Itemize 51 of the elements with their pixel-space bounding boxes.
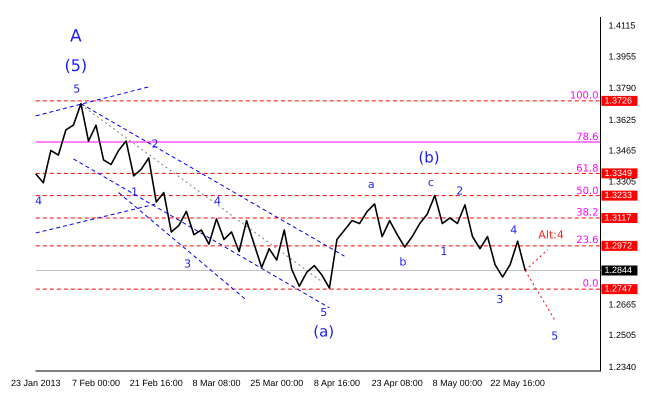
annotation: 23.6 (576, 234, 598, 246)
y-tick-label: 1.3625 (608, 114, 636, 125)
annotation: 3 (496, 292, 504, 306)
annotation: 1 (131, 185, 138, 198)
y-tick-label: 1.3305 (608, 176, 636, 186)
x-tick-label: 23 Jan 2013 (11, 378, 61, 388)
x-tick-label: 8 May 00:00 (432, 378, 482, 388)
x-tick-label: 8 Mar 08:00 (192, 378, 240, 388)
x-tick-label: 25 Mar 00:00 (250, 378, 304, 388)
ref-line-label: 1.3233 (604, 190, 632, 200)
annotation: 4 (35, 194, 42, 208)
annotation: Alt:4 (538, 228, 564, 242)
ref-line-label: 1.2972 (604, 240, 632, 250)
annotation: a (368, 178, 375, 191)
x-tick-label: 22 May 16:00 (490, 378, 545, 388)
annotation: 61.8 (576, 164, 598, 175)
annotation: A (70, 26, 82, 46)
y-tick-label: 1.3955 (608, 51, 636, 62)
y-tick-label: 1.2505 (608, 330, 636, 340)
annotation: c (428, 176, 434, 189)
y-tick-label: 1.4115 (608, 20, 636, 31)
y-tick-label: 1.2665 (608, 299, 636, 310)
annotation: 5 (73, 82, 80, 96)
annotation: 1 (440, 245, 448, 258)
ref-line-label: 1.3117 (604, 212, 632, 222)
annotation: 4 (214, 194, 221, 208)
y-tick-label: 1.2340 (608, 362, 636, 372)
x-tick-label: 21 Feb 16:00 (130, 378, 183, 388)
annotation: 3 (184, 257, 192, 270)
x-tick-label: 7 Feb 00:00 (72, 378, 120, 388)
ref-line-label: 1.3349 (604, 168, 632, 178)
annotation: 5 (320, 306, 328, 320)
y-tick-label: 1.3790 (608, 83, 636, 94)
ref-line-label: 1.2747 (604, 284, 632, 294)
annotation: 78.6 (576, 132, 598, 143)
x-tick-label: 23 Apr 08:00 (372, 378, 423, 388)
ref-line-label: 1.2844 (604, 264, 632, 275)
annotation: (b) (418, 148, 440, 167)
annotation: (a) (313, 322, 334, 341)
annotation: 38.2 (576, 208, 598, 219)
y-tick-label: 1.3465 (608, 146, 636, 156)
annotation: b (399, 255, 406, 268)
annotation: 50.0 (576, 186, 598, 198)
annotation: 5 (551, 329, 558, 342)
annotation: 100.0 (570, 90, 598, 102)
x-tick-label: 8 Apr 16:00 (314, 378, 360, 388)
annotation: 4 (510, 224, 518, 237)
annotation: 0.0 (582, 278, 598, 290)
annotation: (5) (64, 56, 88, 76)
annotation: 2 (456, 184, 464, 198)
ref-line-label: 1.3726 (604, 95, 632, 106)
